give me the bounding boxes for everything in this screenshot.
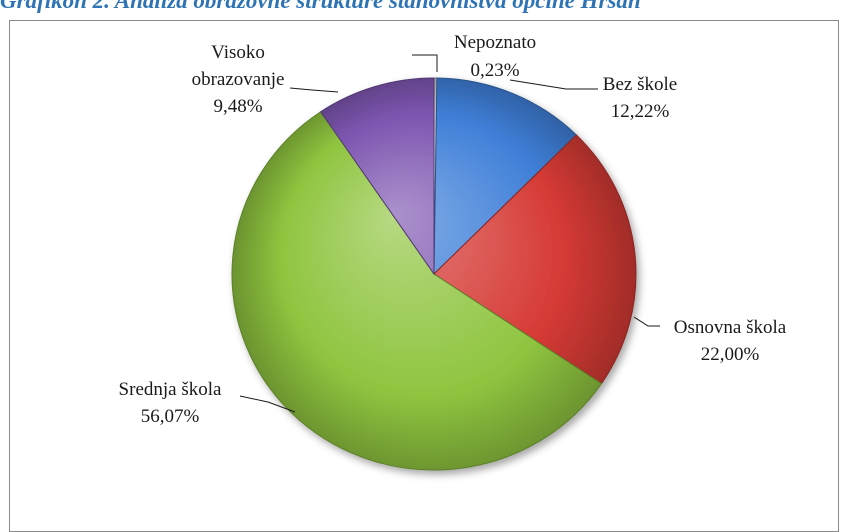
category-label-nepoznato: Nepoznato — [454, 32, 536, 53]
pie-slices — [231, 77, 637, 471]
leader-line-osnovna-skola — [633, 316, 660, 327]
category-label-srednja-skola: Srednja škola — [119, 379, 222, 400]
leader-line-srednja-skola — [239, 395, 296, 413]
leader-line-visoko-obrazovanje — [289, 87, 339, 93]
value-label-visoko-obrazovanje: 9,48% — [213, 96, 262, 117]
leader-line-bez-skole — [509, 79, 598, 90]
category-label-bez-skole: Bez škole — [603, 74, 677, 95]
category-label-osnovna-skola: Osnovna škola — [674, 317, 787, 338]
pie-chart: Nepoznato 0,23% Bez škole 12,22% Osnovna ško… — [119, 32, 787, 471]
pie-slice-srednja-skola — [231, 111, 603, 471]
pie-slice-bez-skole — [433, 77, 578, 276]
value-label-nepoznato: 0,23% — [470, 60, 519, 81]
value-label-srednja-skola: 56,07% — [141, 406, 200, 427]
slice-labels: Nepoznato 0,23% Bez škole 12,22% Osnovna ško… — [119, 32, 787, 427]
value-label-bez-skole: 12,22% — [611, 101, 670, 122]
category-label-visoko-obrazovanje: Visoko — [211, 42, 265, 63]
pie-slice-visoko-obrazovanje — [319, 77, 435, 276]
value-label-osnovna-skola: 22,00% — [701, 344, 760, 365]
pie-slice-osnovna-skola — [433, 134, 637, 385]
category-label-visoko-obrazovanje: obrazovanje — [192, 69, 285, 90]
leader-line-nepoznato — [412, 54, 438, 72]
chart-title: Grafikon 2. Analiza obrazovne strukture … — [0, 0, 641, 13]
